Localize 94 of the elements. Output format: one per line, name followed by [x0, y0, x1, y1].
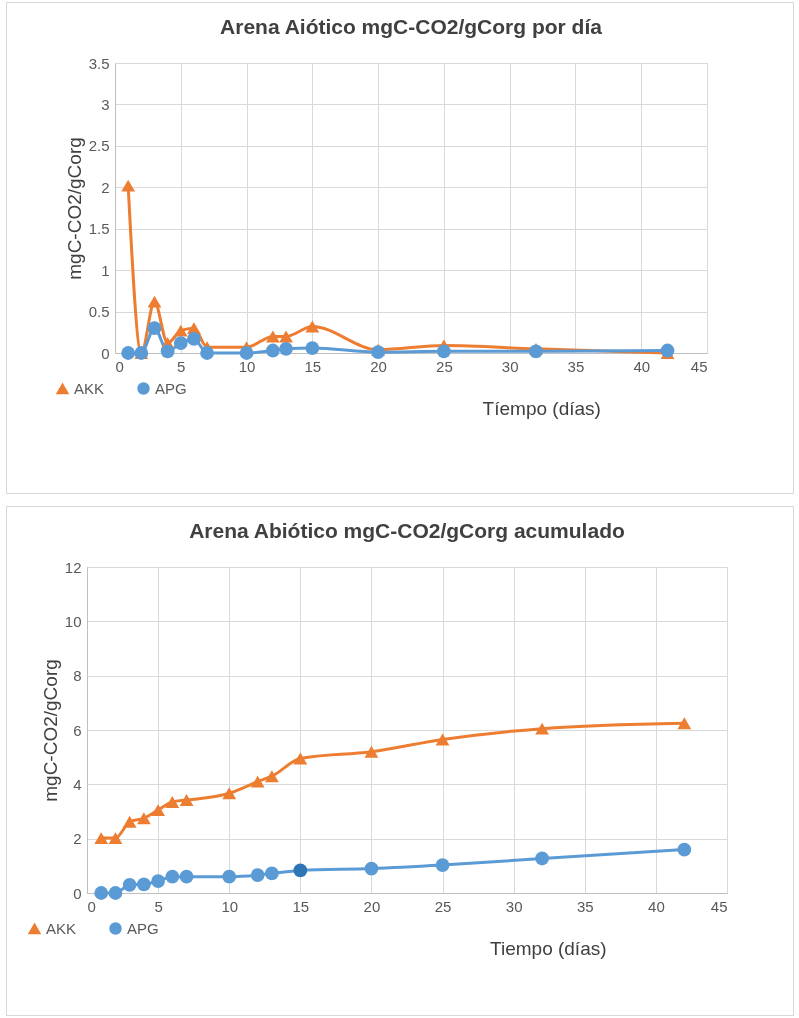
- y-tick-label: 0: [73, 884, 82, 902]
- point: [121, 179, 136, 192]
- y-tick-label: 1.5: [88, 220, 110, 238]
- point: [265, 343, 280, 358]
- point: [660, 343, 675, 358]
- point: [364, 745, 379, 758]
- point: [677, 842, 692, 857]
- point: [187, 332, 201, 346]
- point: [250, 868, 265, 882]
- point: [222, 869, 237, 884]
- x-tick-label: 35: [576, 897, 594, 915]
- legend-label: APG: [127, 919, 159, 937]
- point: [151, 874, 165, 888]
- point: [239, 346, 254, 360]
- x-tick-label: 25: [434, 897, 452, 915]
- chart-title: Arena Abiótico mgC-CO2/gCorg acumulado: [189, 519, 625, 542]
- y-axis-title: mgC-CO2/gCorg: [63, 137, 85, 280]
- point: [165, 796, 180, 808]
- point: [108, 886, 123, 900]
- point: [265, 330, 280, 343]
- point: [121, 346, 136, 360]
- x-tick-label: 30: [501, 357, 519, 375]
- point: [293, 863, 308, 878]
- x-tick-label: 40: [633, 357, 651, 375]
- point: [151, 804, 165, 817]
- point: [435, 858, 450, 872]
- point: [200, 346, 214, 360]
- point: [94, 886, 109, 900]
- point: [279, 330, 293, 343]
- point: [173, 336, 188, 350]
- point: [677, 717, 692, 730]
- point: [437, 344, 451, 359]
- point: [364, 861, 379, 876]
- y-tick-label: 4: [73, 775, 82, 793]
- x-axis-title: Tiempo (días): [490, 937, 607, 959]
- point: [305, 341, 320, 355]
- point: [122, 877, 137, 892]
- y-tick-label: 3: [101, 95, 110, 113]
- x-tick-label: 15: [304, 357, 322, 375]
- x-tick-label: 25: [436, 357, 453, 375]
- point: [435, 733, 450, 746]
- point: [265, 770, 279, 783]
- point: [179, 869, 194, 884]
- point: [250, 775, 265, 788]
- y-tick-label: 12: [64, 558, 82, 576]
- point: [137, 812, 151, 825]
- x-tick-label: 20: [363, 897, 381, 915]
- y-tick-label: 2.5: [88, 137, 110, 155]
- y-tick-label: 0: [101, 344, 110, 362]
- x-tick-label: 40: [648, 897, 665, 915]
- x-tick-label: 10: [221, 897, 239, 915]
- x-tick-label: 45: [710, 897, 728, 915]
- y-tick-label: 10: [64, 612, 82, 630]
- point: [179, 794, 194, 807]
- point: [535, 851, 549, 866]
- point: [535, 722, 549, 735]
- x-tick-label: 20: [370, 357, 387, 375]
- point: [122, 815, 137, 828]
- point: [147, 321, 162, 336]
- point: [94, 832, 109, 845]
- point: [305, 320, 320, 333]
- x-tick-label: 5: [154, 897, 163, 915]
- point: [160, 344, 175, 359]
- x-tick-label: 30: [505, 897, 523, 915]
- y-tick-label: 2: [101, 178, 110, 196]
- y-tick-label: 2: [73, 830, 82, 848]
- point: [147, 295, 162, 308]
- y-tick-label: 1: [101, 261, 110, 279]
- x-tick-label: 35: [567, 357, 585, 375]
- point: [173, 324, 188, 337]
- legend-label: APG: [155, 379, 187, 397]
- legend-label: AKK: [46, 919, 77, 937]
- x-axis-title: Tíempo (días): [482, 397, 601, 419]
- x-tick-label: 5: [177, 357, 186, 375]
- y-tick-label: 3.5: [88, 54, 110, 72]
- x-tick-label: 45: [690, 357, 708, 375]
- y-tick-label: 8: [73, 667, 82, 685]
- y-tick-label: 6: [73, 721, 82, 739]
- point: [222, 787, 237, 800]
- x-tick-label: 10: [238, 357, 256, 375]
- point: [371, 345, 385, 360]
- y-axis-title: mgC-CO2/gCorg: [39, 659, 61, 802]
- y-tick-label: 0.5: [88, 303, 110, 321]
- x-tick-label: 0: [115, 357, 124, 375]
- legend-label: AKK: [74, 379, 105, 397]
- point: [293, 752, 308, 765]
- point: [279, 341, 293, 356]
- point: [137, 877, 151, 892]
- point: [165, 869, 180, 884]
- chart-title: Arena Aiótico mgC-CO2/gCorg por día: [220, 15, 603, 38]
- point: [529, 344, 543, 359]
- point: [265, 866, 279, 881]
- point: [108, 832, 123, 845]
- x-tick-label: 15: [292, 897, 310, 915]
